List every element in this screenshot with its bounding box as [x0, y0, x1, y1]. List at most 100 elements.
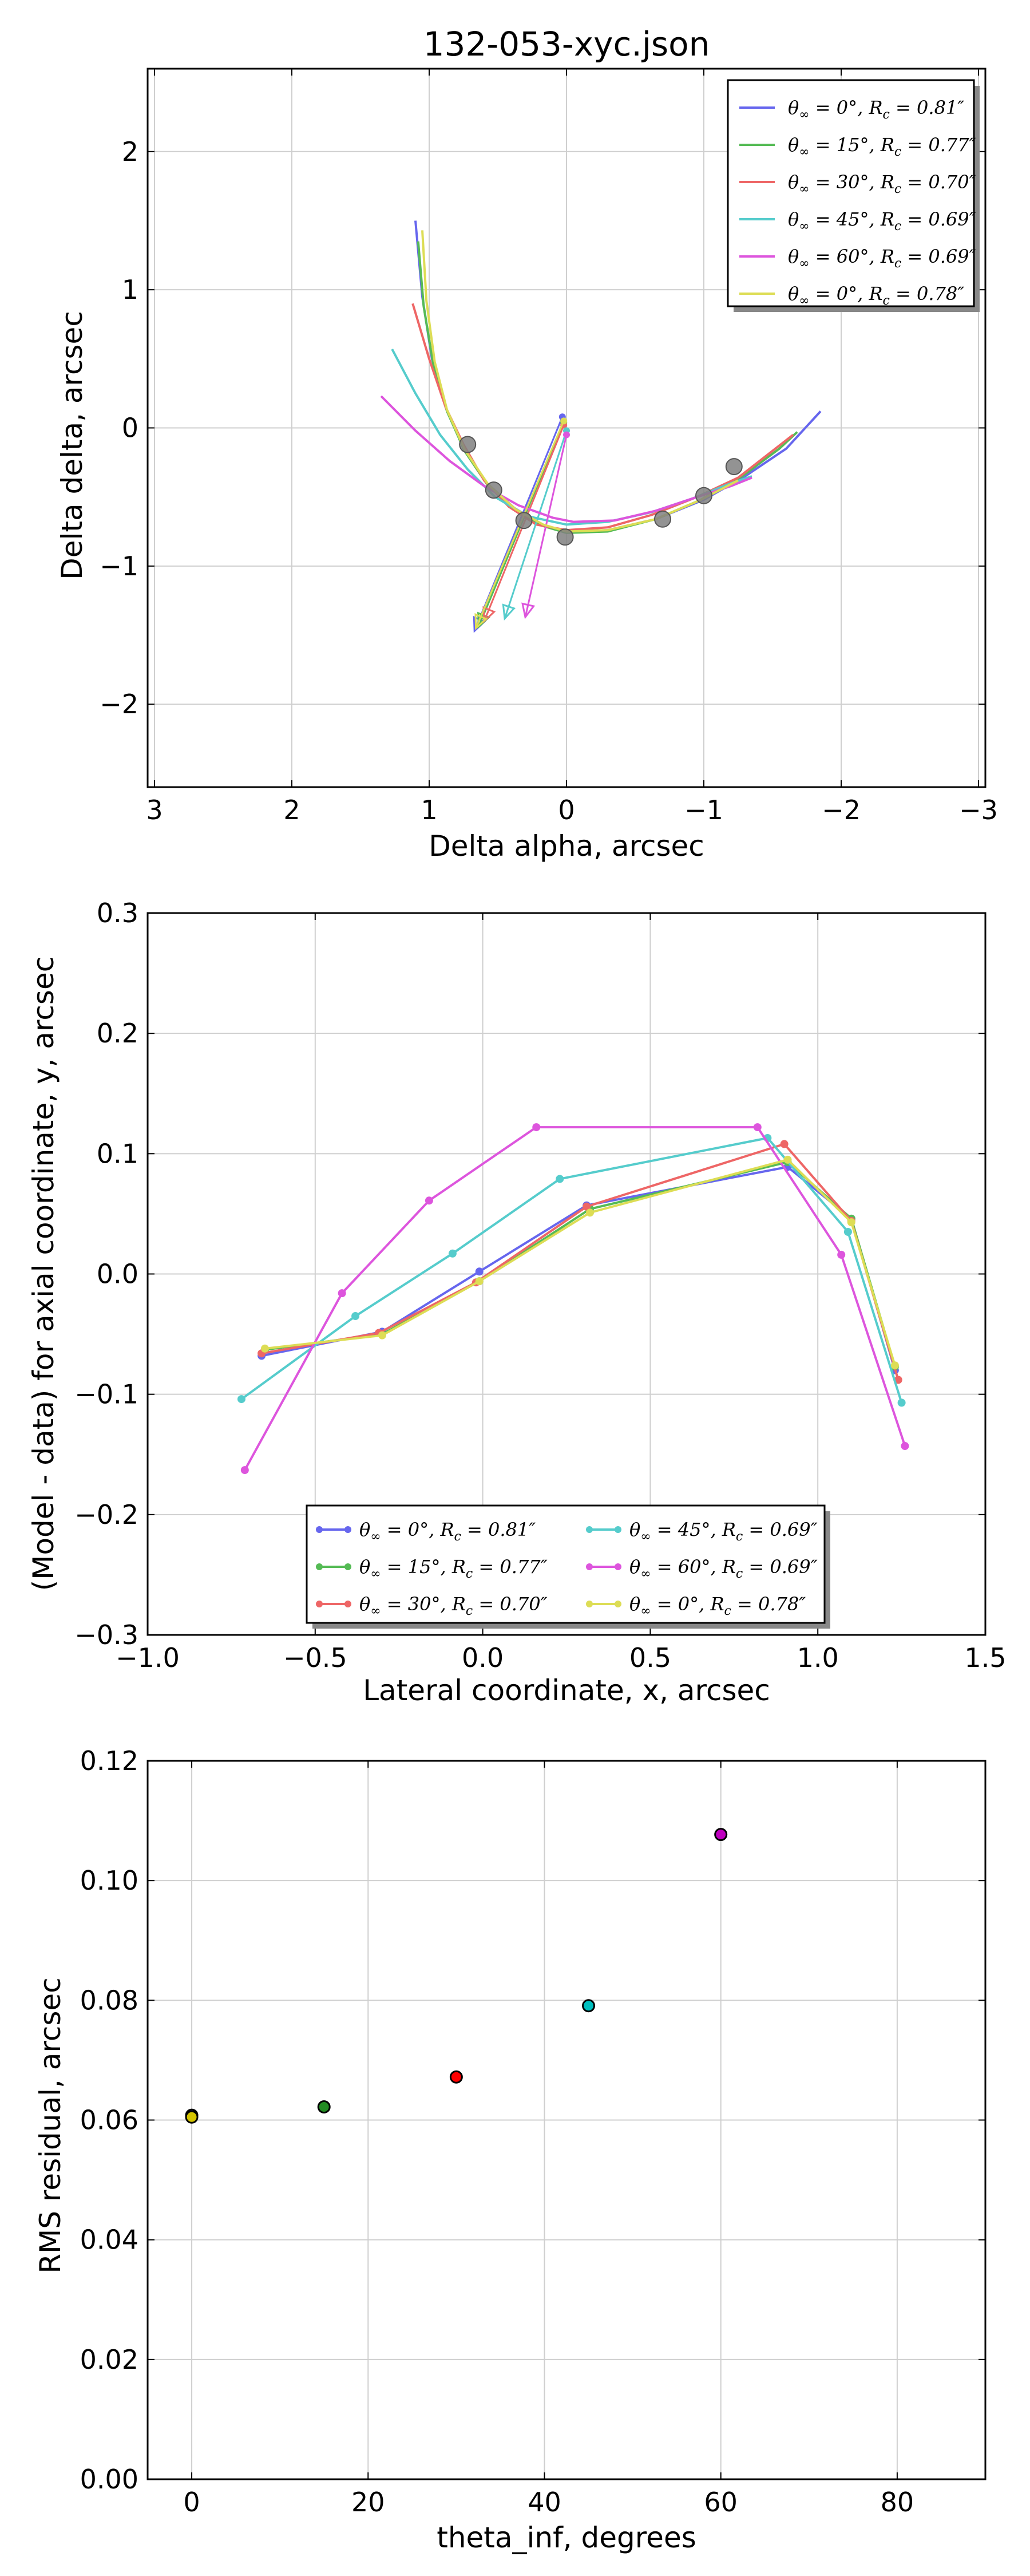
legend-sep: , — [440, 1593, 451, 1615]
chart2-point — [585, 1208, 594, 1217]
chart1-xtick-label: −2 — [822, 795, 861, 825]
chart1-curve-5 — [421, 230, 739, 533]
legend-label: θ∞ = 15°, Rc = 0.77″ — [788, 134, 976, 159]
legend-sep: , — [869, 134, 880, 156]
legend-r-sub: c — [894, 145, 901, 159]
chart2-xtick-label: 1.5 — [964, 1642, 1006, 1673]
chart1-xtick-label: −1 — [684, 795, 723, 825]
chart2-point — [351, 1312, 360, 1321]
legend-theta-sub: ∞ — [799, 294, 809, 308]
legend-theta-sub: ∞ — [640, 1567, 651, 1581]
chart3-xtick-label: 40 — [528, 2487, 561, 2518]
legend-label: θ∞ = 60°, Rc = 0.69″ — [629, 1556, 818, 1581]
legend-r-value: = 0.77″ — [901, 134, 976, 156]
legend-r-value: = 0.81″ — [461, 1519, 536, 1540]
legend-swatch-marker — [615, 1563, 621, 1570]
chart2-series — [237, 1123, 909, 1475]
legend-theta-symbol: θ — [788, 283, 799, 305]
legend-label: θ∞ = 0°, Rc = 0.81″ — [359, 1519, 536, 1544]
legend-theta-value: = 0° — [651, 1593, 699, 1615]
chart3-ytick-label: 0.02 — [80, 2344, 138, 2375]
legend-theta-value: = 60° — [651, 1556, 711, 1578]
chart1-xtick-label: 0 — [558, 795, 575, 825]
legend-r-sub: c — [466, 1567, 473, 1581]
chart1-data-point — [485, 481, 502, 499]
legend-theta-symbol: θ — [629, 1556, 640, 1578]
chart1-data-point — [515, 512, 533, 530]
chart2-point — [897, 1398, 906, 1407]
legend-swatch-marker — [344, 1526, 351, 1533]
chart1-xlabel: Delta alpha, arcsec — [429, 829, 704, 863]
legend-theta-symbol: θ — [788, 97, 799, 118]
chart1-origin-marker-5 — [560, 417, 568, 425]
chart2-xtick-label: 0.5 — [629, 1642, 671, 1673]
chart2-point — [847, 1218, 855, 1227]
chart1-arrowhead-4 — [521, 602, 536, 619]
chart2-xtick-label: −1.0 — [116, 1642, 180, 1673]
chart1-arrowhead-2 — [482, 606, 496, 623]
legend-theta-value: = 15° — [810, 134, 869, 156]
legend-r-sub: c — [736, 1567, 743, 1581]
chart1-xtick-label: 2 — [283, 795, 300, 825]
legend-r-sub: c — [883, 108, 890, 122]
legend-theta-value: = 45° — [651, 1519, 711, 1540]
legend-r-symbol: R — [722, 1556, 736, 1578]
chart2-ytick-label: 0.0 — [97, 1259, 138, 1290]
legend-theta-value: = 0° — [810, 283, 858, 305]
legend-theta-sub: ∞ — [799, 182, 809, 196]
legend-sep: , — [857, 97, 869, 118]
legend-r-value: = 0.78″ — [890, 283, 964, 305]
legend-r-symbol: R — [880, 208, 894, 230]
chart2-ylabel: (Model - data) for axial coordinate, y, … — [27, 957, 60, 1591]
legend-theta-symbol: θ — [629, 1593, 640, 1615]
legend-label: θ∞ = 60°, Rc = 0.69″ — [788, 246, 976, 271]
legend-r-sub: c — [894, 182, 901, 196]
chart1-arrowhead-3 — [502, 603, 516, 621]
legend-r-sub: c — [883, 294, 890, 308]
chart3-xlabel: theta_inf, degrees — [437, 2521, 696, 2554]
chart2-ytick-label: −0.2 — [74, 1499, 138, 1530]
legend-swatch-marker — [586, 1526, 593, 1533]
chart3-ytick-label: 0.06 — [80, 2105, 138, 2136]
legend-theta-sub: ∞ — [799, 219, 809, 234]
chart2-point — [901, 1442, 909, 1451]
legend-sep: , — [429, 1519, 440, 1540]
chart2-frame — [146, 912, 987, 1636]
legend-sep: , — [857, 283, 869, 305]
chart2-xlabel: Lateral coordinate, x, arcsec — [363, 1674, 770, 1707]
legend-r-symbol: R — [710, 1593, 724, 1615]
legend-theta-value: = 0° — [381, 1519, 429, 1540]
legend-sep: , — [710, 1519, 722, 1540]
legend-label: θ∞ = 0°, Rc = 0.78″ — [788, 283, 964, 308]
chart2-point — [237, 1395, 245, 1404]
chart2-point — [475, 1267, 484, 1276]
legend-theta-sub: ∞ — [799, 145, 809, 159]
legend-r-sub: c — [736, 1530, 743, 1544]
legend-theta-value: = 30° — [810, 171, 869, 193]
legend-r-value: = 0.81″ — [890, 97, 964, 118]
legend-r-value: = 0.70″ — [901, 171, 976, 193]
legend-r-value: = 0.69″ — [743, 1519, 817, 1540]
chart1-data-point — [654, 510, 671, 528]
chart1-arrowhead-5 — [474, 613, 488, 630]
chart1-curve-2 — [411, 303, 794, 532]
legend-r-sub: c — [894, 219, 901, 234]
legend-sep: , — [869, 171, 880, 193]
chart2-point — [556, 1175, 564, 1183]
chart1-series — [380, 220, 822, 633]
chart2-ytick-label: 0.3 — [97, 898, 138, 929]
legend-label: θ∞ = 0°, Rc = 0.78″ — [629, 1593, 806, 1618]
legend-theta-symbol: θ — [788, 134, 799, 156]
chart3-points — [185, 1828, 728, 2124]
chart3-point-3 — [582, 1999, 596, 2013]
chart1-data-point — [556, 528, 574, 546]
chart2-ytick-label: 0.1 — [97, 1138, 138, 1169]
chart2-point — [890, 1361, 899, 1370]
legend-theta-symbol: θ — [788, 208, 799, 230]
chart3-ytick-label: 0.00 — [80, 2464, 138, 2495]
chart1-xtick-label: 1 — [421, 795, 437, 825]
chart2-point — [583, 1202, 591, 1211]
chart1-xtick-label: −3 — [959, 795, 998, 825]
chart1-axes: 3 2 1 0 −1 −2 −3 −2 −1 0 1 2 — [100, 68, 998, 825]
